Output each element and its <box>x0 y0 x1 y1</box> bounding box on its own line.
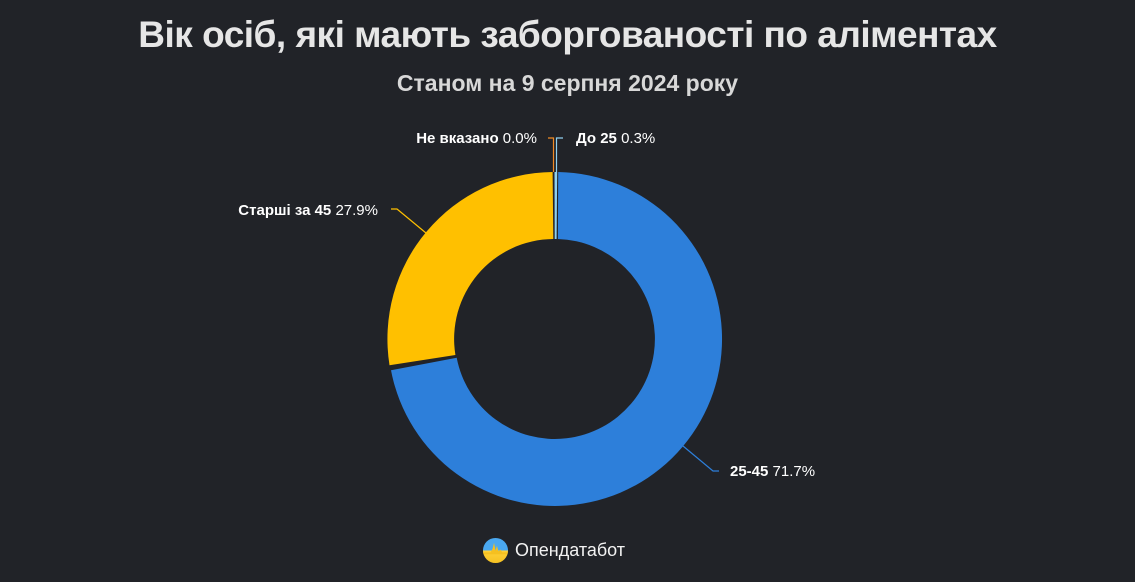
opendatabot-logo-icon <box>482 537 509 564</box>
slice-25-45[interactable] <box>391 172 723 506</box>
chart-subtitle: Станом на 9 серпня 2024 року <box>396 70 739 96</box>
brand-name: Опендатабот <box>515 540 626 560</box>
label-older-45: Старші за 45 27.9% <box>238 202 378 219</box>
slice-under-25[interactable] <box>554 172 558 239</box>
label-not-specified: Не вказано 0.0% <box>416 130 537 147</box>
chart-title: Вік осіб, які мають заборгованості по ал… <box>138 14 997 55</box>
leader-line-25-45 <box>682 445 719 472</box>
leader-line-not-specified <box>548 137 555 172</box>
slice-older-45[interactable] <box>387 172 554 366</box>
leader-line-older-45 <box>391 208 427 234</box>
label-under-25: До 25 0.3% <box>576 130 655 147</box>
leader-line-under-25 <box>555 137 563 172</box>
brand-footer: Опендатабот <box>482 537 625 564</box>
label-25-45: 25-45 71.7% <box>730 463 815 480</box>
